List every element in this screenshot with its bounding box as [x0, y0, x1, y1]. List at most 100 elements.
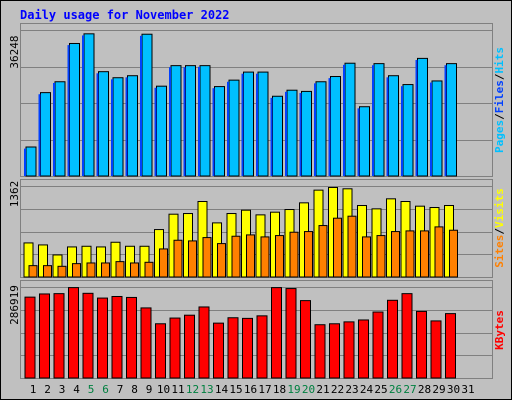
legend-entry: Sites [493, 235, 506, 268]
bar-kbytes [39, 293, 50, 379]
legend-separator: / [493, 73, 506, 80]
bar-hits [402, 84, 414, 177]
bar-sites [304, 231, 313, 278]
bar-kbytes [329, 323, 340, 379]
bar-sites [144, 261, 154, 278]
bar-kbytes [256, 315, 268, 379]
bar-hits [417, 57, 428, 177]
bar-kbytes [126, 296, 137, 379]
bar-hits [127, 75, 138, 177]
bar-files [415, 59, 418, 177]
bar-files [111, 79, 113, 176]
bar-kbytes [430, 320, 442, 379]
bar-files [67, 45, 70, 177]
bar-kbytes [24, 296, 36, 379]
panel-legend: KBytes [493, 310, 506, 350]
bar-sites [420, 230, 429, 278]
x-tick-label: 5 [88, 383, 95, 396]
bar-sites [260, 236, 270, 278]
x-tick-label: 25 [374, 383, 387, 396]
bar-files [256, 73, 258, 176]
bar-hits [344, 62, 356, 177]
bar-kbytes [314, 324, 326, 379]
panel-hits-files-pages: 36248 Pages/Files/Hits [8, 23, 506, 177]
bar-files [169, 67, 171, 176]
bar-kbytes [242, 317, 253, 379]
legend-entry: Visits [493, 188, 506, 228]
x-axis-day-labels: 1 2 3 4 5 6 7 8 9 10 11 12 13 14 15 16 17 18 19 20 21 22 23 24 2… [30, 383, 475, 396]
x-tick-label: 3 [59, 383, 66, 396]
bar-sites [217, 243, 226, 278]
bar-hits [83, 33, 95, 177]
bar-files [386, 77, 389, 176]
bar-hits [373, 63, 385, 177]
x-tick-label: 9 [146, 383, 153, 396]
bar-kbytes [445, 313, 456, 379]
bar-hits [141, 33, 153, 177]
x-tick-label: 14 [215, 383, 229, 396]
bar-sites [289, 231, 299, 278]
bar-kbytes [169, 317, 181, 379]
bar-files [314, 83, 316, 176]
bar-sites [231, 235, 241, 278]
bar-sites [362, 236, 371, 278]
bar-files [444, 65, 447, 176]
panel-max-label: 1362 [8, 181, 21, 208]
bar-sites [391, 231, 400, 278]
x-tick-label: 11 [171, 383, 184, 396]
panel-kbytes: 286919 KBytes [8, 280, 506, 379]
bar-files [38, 94, 41, 176]
bar-sites [188, 240, 197, 278]
bar-hits [214, 86, 225, 177]
bar-hits [272, 95, 283, 177]
chart-title: Daily usage for November 2022 [20, 8, 230, 22]
bar-sites [275, 235, 284, 278]
panel-bars [21, 186, 492, 278]
x-tick-label: 21 [316, 383, 329, 396]
x-tick-label: 2 [44, 383, 51, 396]
bar-sites [115, 261, 125, 278]
bar-files [140, 35, 142, 176]
panel-visits-sites: 1362 Sites/Visits [8, 179, 506, 278]
bar-sites [101, 262, 110, 278]
bar-kbytes [343, 321, 355, 379]
bar-hits [69, 42, 80, 177]
panel-max-label: 36248 [8, 35, 21, 68]
bar-kbytes [358, 319, 369, 379]
bar-kbytes [300, 300, 311, 379]
bar-hits [40, 92, 51, 177]
bar-hits [431, 80, 443, 177]
panel-bars [21, 30, 492, 177]
bar-files [82, 35, 84, 176]
legend-separator: / [493, 228, 506, 235]
bar-kbytes [111, 295, 123, 379]
x-tick-label: 19 [287, 383, 300, 396]
bar-kbytes [416, 310, 427, 379]
bar-sites [28, 265, 38, 278]
bar-files [212, 88, 215, 176]
bar-files [183, 67, 186, 176]
x-tick-label: 30 [447, 383, 460, 396]
x-tick-label: 27 [403, 383, 416, 396]
bar-kbytes [68, 287, 79, 379]
bar-files [401, 86, 403, 176]
legend-text: KBytes [493, 310, 506, 350]
bar-kbytes [285, 288, 297, 379]
x-tick-label: 31 [461, 383, 474, 396]
bar-kbytes [198, 306, 210, 379]
bar-kbytes [155, 323, 166, 379]
bar-hits [199, 65, 211, 177]
bar-kbytes [53, 293, 65, 379]
bar-files [53, 82, 55, 176]
bar-hits [315, 81, 327, 177]
bar-kbytes [140, 307, 152, 379]
bar-sites [86, 262, 96, 278]
bar-files [299, 93, 302, 176]
x-tick-label: 7 [117, 383, 124, 396]
bar-sites [347, 215, 357, 278]
bar-kbytes [372, 311, 384, 379]
x-tick-label: 28 [418, 383, 431, 396]
bar-files [270, 97, 273, 176]
x-tick-label: 12 [186, 383, 199, 396]
x-tick-label: 22 [331, 383, 344, 396]
